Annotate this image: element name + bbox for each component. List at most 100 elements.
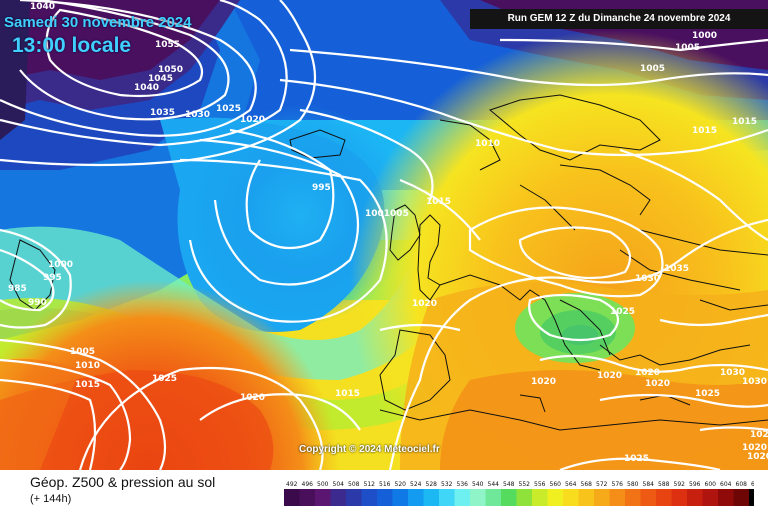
- scale-tick-label: 568: [581, 481, 593, 488]
- isobar-label: 1020: [742, 443, 767, 453]
- scale-tick-label: 520: [395, 481, 407, 488]
- isobar-label: 1020: [240, 115, 265, 125]
- scale-tick-label: 604: [720, 481, 732, 488]
- isobar-label: 1000: [48, 260, 73, 270]
- isobar-label: 1030: [635, 274, 660, 284]
- scale-swatch: [408, 489, 424, 506]
- scale-swatch: [532, 489, 548, 506]
- scale-swatch: [470, 489, 486, 506]
- scale-swatch: [547, 489, 563, 506]
- isobars: [0, 0, 768, 470]
- scale-swatch: [749, 489, 754, 506]
- scale-tick-label: 540: [472, 481, 484, 488]
- weather-map: 1040 1055 1050 1045 1040 1035 1030 1025 1020 1000…: [0, 0, 768, 470]
- scale-swatch: [501, 489, 517, 506]
- scale-swatch: [625, 489, 641, 506]
- scale-swatch: [392, 489, 408, 506]
- isobar-label: 1050: [158, 65, 183, 75]
- scale-tick-label: 532: [441, 481, 453, 488]
- isobar-label: 1010: [475, 139, 500, 149]
- isobar-label: 1035: [664, 264, 689, 274]
- scale-tick-label: 588: [658, 481, 670, 488]
- scale-swatch: [377, 489, 393, 506]
- isobar-label: 1035: [150, 108, 175, 118]
- isobar-label: 1020: [240, 393, 265, 403]
- isobar-label: 985: [8, 284, 27, 294]
- scale-tick-label: 584: [643, 481, 655, 488]
- isobar-label: 1025: [624, 454, 649, 464]
- isobar-label: 1020: [635, 368, 660, 378]
- scale-tick-label: 496: [302, 481, 314, 488]
- scale-tick-label: 564: [565, 481, 577, 488]
- scale-tick-label: 596: [689, 481, 701, 488]
- isobar-label: 995: [43, 273, 62, 283]
- isobar-label: 1015: [75, 380, 100, 390]
- isobar-label: 1040: [30, 2, 55, 12]
- scale-tick-label: 572: [596, 481, 608, 488]
- run-info: Run GEM 12 Z du Dimanche 24 novembre 202…: [470, 9, 768, 29]
- scale-swatch: [439, 489, 455, 506]
- legend: Géop. Z500 & pression au sol (+ 144h) 49…: [0, 470, 768, 512]
- scale-tick-label: 492: [286, 481, 298, 488]
- forecast-date: Samedi 30 novembre 2024: [4, 14, 192, 31]
- isobar-label: 990: [28, 298, 47, 308]
- legend-title: Géop. Z500 & pression au sol: [30, 474, 216, 490]
- isobar-label: 1015: [732, 117, 757, 127]
- isobar-label: 1015: [335, 389, 360, 399]
- isobar-label: 1005: [675, 43, 700, 53]
- scale-swatch: [516, 489, 532, 506]
- scale-swatch: [656, 489, 672, 506]
- isobar-label: 1010: [75, 361, 100, 371]
- scale-tick-label: 548: [503, 481, 515, 488]
- scale-tick-label: 524: [410, 481, 422, 488]
- isobar-label: 1025: [152, 374, 177, 384]
- scale-tick-label: 592: [674, 481, 686, 488]
- scale-tick-label: 504: [333, 481, 345, 488]
- isobar-label: 1005: [70, 347, 95, 357]
- scale-swatch: [687, 489, 703, 506]
- isobar-label: 1025: [610, 307, 635, 317]
- scale-swatch: [346, 489, 362, 506]
- isobar-label: 1025: [216, 104, 241, 114]
- isobar-label: 1000: [692, 31, 717, 41]
- scale-swatch: [594, 489, 610, 506]
- scale-tick-label: 552: [519, 481, 531, 488]
- isobar-label: 1030: [185, 110, 210, 120]
- scale-swatch: [578, 489, 594, 506]
- scale-swatch: [423, 489, 439, 506]
- scale-swatch: [454, 489, 470, 506]
- scale-tick-label: 576: [612, 481, 624, 488]
- scale-tick-label: 600: [705, 481, 717, 488]
- scale-swatch: [299, 489, 315, 506]
- scale-tick-label: 528: [426, 481, 438, 488]
- scale-swatch: [609, 489, 625, 506]
- isobar-label: 1015: [426, 197, 451, 207]
- isobar-label: 1015: [692, 126, 717, 136]
- scale-tick-label: 556: [534, 481, 546, 488]
- scale-tick-label: 580: [627, 481, 639, 488]
- color-scale: 492 496 500 504 508 512 516 520 524 528 532 536 540 5…: [284, 481, 754, 506]
- isobar-label: 1005: [640, 64, 665, 74]
- isobar-label: 1055: [155, 40, 180, 50]
- scale-swatch: [733, 489, 749, 506]
- isobar-label: 1025: [695, 389, 720, 399]
- scale-swatch: [640, 489, 656, 506]
- isobar-label: 1020: [750, 430, 768, 440]
- scale-swatch: [485, 489, 501, 506]
- scale-tick-label: 508: [348, 481, 360, 488]
- legend-subtitle: (+ 144h): [30, 493, 72, 505]
- scale-swatch: [671, 489, 687, 506]
- scale-tick-label: 500: [317, 481, 329, 488]
- isobar-label: 1020: [597, 371, 622, 381]
- scale-swatch: [330, 489, 346, 506]
- scale-swatch: [718, 489, 734, 506]
- isobar-label: 1045: [148, 74, 173, 84]
- scale-tick-label: 544: [488, 481, 500, 488]
- isobar-label: 1020: [531, 377, 556, 387]
- scale-tick-label: 512: [364, 481, 376, 488]
- isobar-label: 1020: [747, 452, 768, 462]
- scale-tick-label: 516: [379, 481, 391, 488]
- scale-tick-label: 560: [550, 481, 562, 488]
